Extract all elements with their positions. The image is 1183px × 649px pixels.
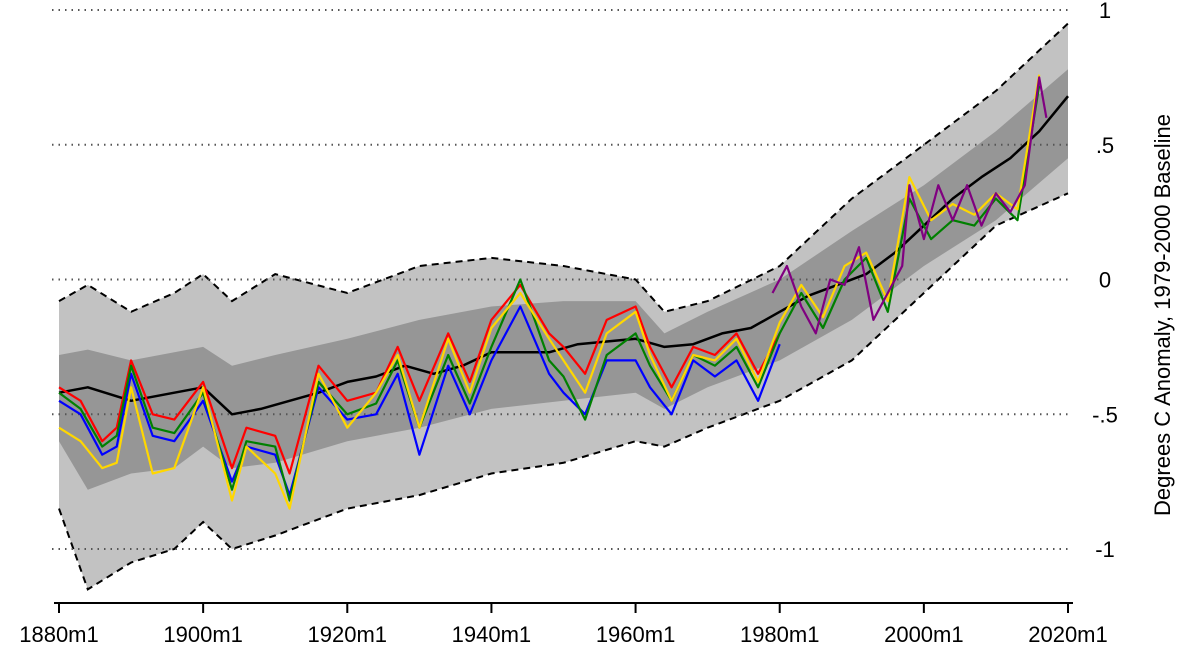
x-axis: 1880m1 1900m1 1920m1 1940m1 1960m1 1980m1 2000… — [19, 602, 1108, 647]
lower-envelope-line — [58, 192, 1069, 591]
y-tick-label: 1 — [1099, 0, 1111, 23]
series-line-5 — [771, 76, 1048, 335]
y-tick-label: 0 — [1099, 268, 1111, 293]
y-tick-label: -.5 — [1092, 402, 1118, 427]
x-tick-label: 1880m1 — [19, 622, 99, 647]
x-tick-label: 2020m1 — [1028, 622, 1108, 647]
x-tick-label: 1960m1 — [596, 622, 676, 647]
series-line-2 — [58, 283, 781, 475]
series-line-4 — [58, 74, 1041, 510]
data-series — [58, 74, 1069, 510]
uncertainty-bands — [58, 22, 1069, 591]
y-axis-title: Degrees C Anomaly, 1979-2000 Baseline — [1150, 114, 1175, 516]
y-tick-label: .5 — [1096, 133, 1114, 158]
x-tick-label: 1940m1 — [452, 622, 532, 647]
x-tick-label: 1900m1 — [163, 622, 243, 647]
x-tick-label: 1920m1 — [308, 622, 388, 647]
upper-envelope-line — [58, 22, 1069, 313]
y-axis: 1 .5 0 -.5 -1 — [1092, 0, 1118, 562]
x-tick-label: 2000m1 — [884, 622, 964, 647]
gridlines — [52, 9, 1070, 550]
series-line-1 — [58, 305, 781, 497]
x-tick-label: 1980m1 — [740, 622, 820, 647]
y-tick-label: -1 — [1095, 537, 1115, 562]
inner-band — [59, 69, 1068, 490]
